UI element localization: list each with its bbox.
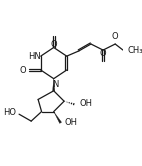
Text: O: O — [50, 40, 57, 49]
Text: N: N — [52, 80, 59, 89]
Polygon shape — [68, 102, 70, 104]
Text: HO: HO — [3, 108, 16, 117]
Text: OH: OH — [80, 99, 93, 108]
Polygon shape — [53, 79, 55, 91]
Text: OH: OH — [65, 118, 78, 127]
Polygon shape — [54, 112, 62, 124]
Polygon shape — [64, 101, 65, 102]
Polygon shape — [66, 102, 68, 103]
Text: O: O — [112, 32, 119, 41]
Text: CH₃: CH₃ — [127, 46, 142, 55]
Polygon shape — [73, 103, 75, 105]
Text: O: O — [100, 49, 106, 58]
Polygon shape — [71, 103, 72, 104]
Text: O: O — [19, 66, 26, 75]
Text: HN: HN — [28, 52, 41, 61]
